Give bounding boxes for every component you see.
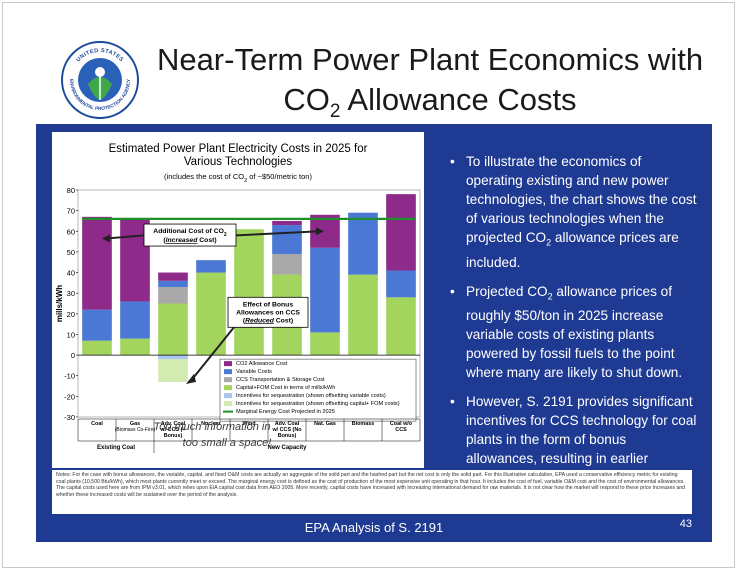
y-axis-label: mills/kWh — [55, 285, 64, 322]
bar-segment — [234, 229, 264, 356]
bar-segment-negative — [158, 359, 188, 382]
annotation-arrow-down — [189, 326, 235, 383]
legend-swatch — [224, 393, 232, 399]
slide-title: Near-Term Power Plant Economics with CO2… — [150, 40, 710, 132]
category-label: Nuclear — [201, 421, 222, 427]
annotation-box-reduced — [227, 296, 309, 328]
annotation-reduced-line3: (Reduced Cost) — [243, 317, 293, 324]
legend-entry: CO2 Allowance Cost — [236, 361, 288, 367]
handwritten-note-line1: Too much information in — [154, 421, 271, 433]
chart-panel: Estimated Power Plant Electricity Costs … — [52, 132, 424, 468]
bar-segment — [158, 286, 188, 304]
legend-swatch — [224, 401, 232, 407]
bar-segment — [120, 338, 150, 356]
bullet-item: To illustrate the economics of operating… — [450, 152, 700, 272]
y-tick-label: 40 — [67, 269, 75, 278]
chart-subtitle: (includes the cost of CO2 of ~$50/metric… — [164, 172, 312, 184]
category-label: Coal — [91, 421, 103, 427]
bar-segment — [82, 309, 112, 341]
arrow-head-left — [102, 234, 110, 243]
bar-segment — [158, 272, 188, 281]
chart-title: Estimated Power Plant Electricity Costs … — [109, 143, 368, 168]
bar-segment — [272, 253, 302, 275]
bar-segment-negative — [158, 355, 188, 360]
bar-segment — [158, 303, 188, 356]
category-label: Wind — [242, 421, 255, 427]
y-tick-label: 20 — [67, 310, 75, 319]
category-label: Gas — [130, 421, 140, 427]
bar-segment — [272, 220, 302, 226]
category-label: Biomass — [352, 421, 374, 427]
y-tick-label: 30 — [67, 289, 75, 298]
category-label: Nat. Gas — [314, 421, 336, 427]
category-label: Coal w/o CCS — [390, 421, 413, 433]
slide-footer: EPA Analysis of S. 2191 43 — [36, 512, 712, 542]
y-tick-label: -10 — [64, 372, 75, 381]
title-line-2: CO2 Allowance Costs — [283, 82, 577, 123]
bar-segment — [196, 272, 226, 356]
group-note: (Biomass Co-Fire) — [115, 427, 156, 433]
bar-segment — [82, 340, 112, 356]
legend-entry: Incentives for sequestration (shown offs… — [236, 393, 386, 399]
category-label: Adv. Coal w/ CCS (No Bonus) — [271, 421, 302, 439]
epa-seal-logo: UNITED STATES ENVIRONMENTAL PROTECTION A… — [61, 41, 139, 119]
bullet-item: Projected CO2 allowance prices of roughl… — [450, 282, 700, 383]
y-tick-label: 0 — [71, 351, 75, 360]
legend-entry: Marginal Energy Cost Projected in 2025 — [236, 409, 335, 415]
annotation-arrow-right — [235, 230, 321, 237]
annotation-arrow-left — [105, 234, 145, 240]
bar-segment — [348, 212, 378, 275]
bullet-list: To illustrate the economics of operating… — [450, 152, 700, 516]
bar-segment — [120, 301, 150, 339]
y-tick-label: -30 — [64, 413, 75, 422]
bar-segment — [158, 280, 188, 287]
legend-entry: Variable Costs — [236, 369, 272, 375]
arrow-head-down — [186, 373, 196, 384]
category-label: Adv. Coal w/ CCS (+ Bonus) — [159, 421, 185, 439]
bar-segment — [386, 194, 416, 271]
y-tick-label: 10 — [67, 330, 75, 339]
bar-segment — [310, 247, 340, 333]
y-tick-label: -20 — [64, 392, 75, 401]
bar-segment — [386, 270, 416, 298]
annotation-increased-line1: Additional Cost of CO2 — [153, 228, 227, 238]
chart-notes: Notes: For the case with bonus allowance… — [52, 470, 692, 514]
y-tick-label: 80 — [67, 186, 75, 195]
y-tick-label: 70 — [67, 207, 75, 216]
legend-swatch — [224, 385, 232, 391]
annotation-reduced-line2: Allowances on CCS — [236, 309, 300, 316]
annotation-reduced-line1: Effect of Bonus — [243, 301, 293, 308]
bar-segment — [272, 225, 302, 254]
arrow-head-right — [316, 227, 324, 236]
bar-segment — [310, 332, 340, 356]
legend-entry: Capital+FOM Cost in terms of mills/kWh — [236, 385, 335, 391]
legend-swatch — [224, 377, 232, 383]
cost-chart: Estimated Power Plant Electricity Costs … — [55, 143, 421, 453]
group-label: Existing Coal — [97, 445, 135, 451]
annotation-increased-line2: (Increased Cost) — [163, 237, 216, 244]
legend-swatch — [224, 361, 232, 367]
legend-entry: CCS Transportation & Storage Cost — [236, 377, 325, 383]
bar-segment — [196, 260, 226, 273]
page-number: 43 — [679, 518, 692, 530]
footer-text: EPA Analysis of S. 2191 — [304, 520, 444, 535]
y-tick-label: 50 — [67, 248, 75, 257]
group-label: New Capacity — [267, 445, 307, 451]
legend-entry: Incentives for sequestration (shown offs… — [236, 401, 400, 407]
bar-segment — [82, 216, 112, 310]
legend-swatch — [224, 369, 232, 375]
title-line-1: Near-Term Power Plant Economics with — [156, 42, 704, 77]
bar-segment — [348, 274, 378, 356]
legend-box — [219, 358, 417, 422]
handwritten-note-line2: too small a space! — [183, 437, 272, 449]
bar-segment — [386, 297, 416, 356]
y-tick-label: 60 — [67, 227, 75, 236]
